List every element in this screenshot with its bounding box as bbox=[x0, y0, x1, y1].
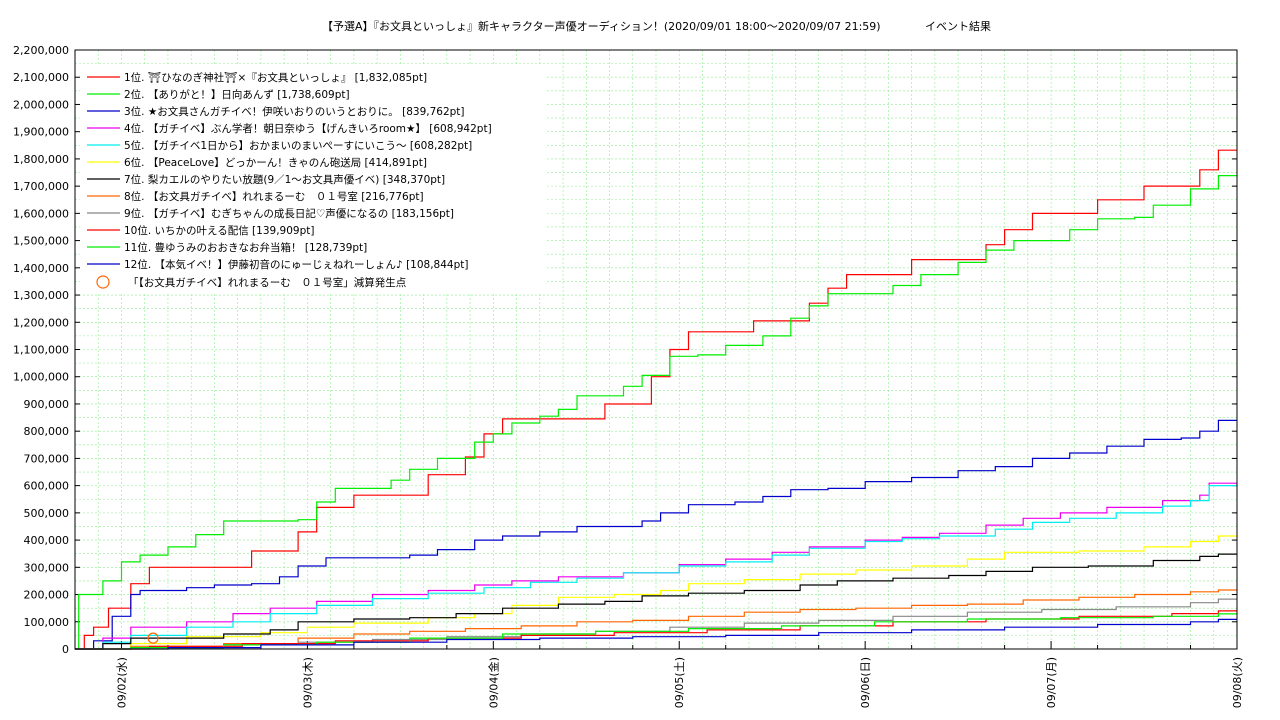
series-line bbox=[75, 610, 1237, 650]
y-tick-label: 0 bbox=[62, 643, 69, 656]
x-tick-label: 09/04(金) bbox=[486, 657, 500, 708]
series-line bbox=[75, 553, 1237, 650]
x-tick-label: 09/07(月) bbox=[1045, 657, 1058, 708]
series-line bbox=[75, 482, 1237, 650]
y-axis: 0 100,000 200,000 300,000 400,000 500,000 600,… bbox=[13, 44, 1237, 656]
legend-entry: 11位. 豊ゆうみのおおきなお弁当箱！ [128,739pt] bbox=[124, 241, 367, 254]
y-tick-label: 300,000 bbox=[24, 561, 70, 574]
legend-entry: 1位. ⛩ひなのぎ神社⛩×『お文具といっしょ』 [1,832,085pt] bbox=[124, 71, 427, 84]
y-tick-label: 1,500,000 bbox=[13, 235, 69, 248]
legend-entry: 7位. 梨カエルのやりたい放題(9／1〜お文具声優イベ) [348,370pt] bbox=[124, 173, 445, 186]
series-line bbox=[75, 483, 1238, 650]
y-tick-label: 1,000,000 bbox=[13, 371, 69, 384]
legend-entry: 2位. 【ありがと！】日向あんず [1,738,609pt] bbox=[124, 88, 350, 101]
y-tick-label: 600,000 bbox=[24, 480, 70, 493]
marker-layer bbox=[147, 632, 159, 644]
legend-entry: 12位. 【本気イベ！】伊藤初音のにゅーじぇねれーしょん♪ [108,844pt… bbox=[124, 258, 468, 271]
series-line bbox=[75, 175, 1237, 650]
legend-entry: 3位. ★お文具さんガチイベ！伊咲いおりのいうとおりに。 [839,762pt] bbox=[124, 105, 465, 118]
y-tick-label: 1,800,000 bbox=[13, 153, 69, 166]
series-line bbox=[75, 589, 1237, 650]
chart-subtitle: イベント結果 bbox=[925, 19, 991, 33]
x-tick-label: 09/02(水) bbox=[115, 657, 128, 708]
y-tick-label: 900,000 bbox=[24, 398, 70, 411]
x-tick-label: 09/06(日) bbox=[859, 657, 872, 708]
y-tick-label: 700,000 bbox=[24, 452, 70, 465]
legend-entry: 6位. 【PeaceLove】どっかーん！きゃのん砲送局 [414,891pt] bbox=[124, 156, 427, 169]
y-tick-label: 1,700,000 bbox=[13, 180, 69, 193]
y-tick-label: 100,000 bbox=[24, 616, 70, 629]
legend: 1位. ⛩ひなのぎ神社⛩×『お文具といっしょ』 [1,832,085pt] 2位.… bbox=[80, 66, 545, 292]
grid bbox=[74, 49, 1238, 650]
y-tick-label: 2,100,000 bbox=[13, 71, 69, 84]
x-axis: 09/02(水) 09/03(木) 09/04(金) 09/05(土) 09/06(日)… bbox=[74, 641, 1244, 708]
y-tick-label: 1,400,000 bbox=[13, 262, 69, 275]
y-tick-label: 1,100,000 bbox=[13, 344, 69, 357]
legend-marker-swatch bbox=[96, 275, 110, 289]
legend-entry: 10位. いちかの叶える配信 [139,909pt] bbox=[124, 224, 314, 237]
x-tick-label: 09/08(火) bbox=[1231, 657, 1244, 708]
y-tick-label: 400,000 bbox=[24, 534, 70, 547]
plot-frame bbox=[74, 49, 1238, 650]
y-tick-label: 1,600,000 bbox=[13, 207, 69, 220]
y-tick-label: 2,200,000 bbox=[13, 44, 69, 57]
legend-entry: 5位. 【ガチイベ1日から】おかまいのまいぺーすにいこう〜 [608,282pt… bbox=[124, 139, 472, 152]
y-tick-label: 2,000,000 bbox=[13, 98, 69, 111]
legend-entry: 4位. 【ガチイベ】ぶん学者！朝日奈ゆう【げんきいろroom★】 [608,94… bbox=[124, 122, 492, 135]
y-tick-label: 1,200,000 bbox=[13, 316, 69, 329]
x-tick-label: 09/03(木) bbox=[301, 657, 314, 708]
decrease-marker bbox=[147, 632, 159, 644]
legend-entry: 8位. 【お文具ガチイベ】れれまるーむ ０１号室 [216,776pt] bbox=[124, 190, 424, 203]
series-layer bbox=[75, 149, 1238, 650]
y-tick-label: 1,300,000 bbox=[13, 289, 69, 302]
legend-entry: 「【お文具ガチイベ】れれまるーむ ０１号室」減算発生点 bbox=[128, 276, 406, 289]
y-tick-label: 500,000 bbox=[24, 507, 70, 520]
y-tick-label: 1,900,000 bbox=[13, 126, 69, 139]
legend-entry: 9位. 【ガチイベ】むぎちゃんの成長日記♡声優になるの [183,156pt] bbox=[124, 207, 454, 220]
series-line bbox=[75, 419, 1237, 650]
series-line bbox=[75, 618, 1237, 650]
series-line bbox=[75, 535, 1237, 650]
y-tick-label: 200,000 bbox=[24, 589, 70, 602]
series-line bbox=[75, 149, 1237, 650]
y-tick-label: 800,000 bbox=[24, 425, 70, 438]
legend-box bbox=[80, 66, 545, 292]
x-tick-label: 09/05(土) bbox=[673, 657, 686, 708]
chart-title: 【予選A】『お文具といっしょ』新キャラクター声優オーディション！(2020/09… bbox=[322, 19, 881, 33]
